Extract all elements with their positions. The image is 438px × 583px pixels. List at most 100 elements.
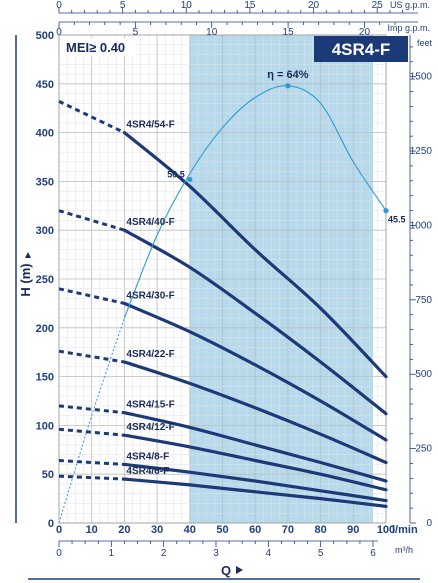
curve-labels: 4SR4/54-F 4SR4/40-F 4SR4/30-F 4SR4/22-F 4SR4… xyxy=(126,120,174,477)
pump-curve-label: 4SR4/30-F xyxy=(126,290,174,301)
pump-curve xyxy=(122,462,388,503)
plot-frame xyxy=(58,34,387,524)
pump-curve xyxy=(122,301,388,442)
pump-curve-label: 4SR4/22-F xyxy=(126,349,174,360)
impgpm-tick-label: 20 xyxy=(359,27,371,38)
m3h-tick-label: 6 xyxy=(370,548,376,559)
chart-title: 4SR4-F xyxy=(332,40,391,59)
x-axis-title: Q xyxy=(221,563,243,578)
efficiency-point xyxy=(285,83,291,89)
x-tick-label: 0 xyxy=(56,524,62,536)
impgpm-tick-label: 0 xyxy=(56,27,62,38)
pump-curve-label: 4SR4/40-F xyxy=(126,217,174,228)
pump-curve xyxy=(122,433,388,492)
pump-curve-dashed xyxy=(58,349,125,364)
y-tick-label: 500 xyxy=(36,30,54,42)
y-tick-label: 350 xyxy=(36,176,54,188)
m3h-unit-label: m³/h xyxy=(395,545,413,555)
feet-unit-label: feet xyxy=(417,38,433,48)
m3h-tick-label: 1 xyxy=(109,548,115,559)
x-axis-label: Q xyxy=(221,563,231,578)
usgpm-tick-label: 20 xyxy=(308,0,320,11)
efficiency-point-label: 45.5 xyxy=(388,215,406,225)
pump-curves xyxy=(58,100,388,508)
impgpm-tick-label: 10 xyxy=(206,27,218,38)
y-axis-title: H (m) xyxy=(18,252,33,297)
y-tick-label: 100 xyxy=(36,420,54,432)
m3h-tick-label: 3 xyxy=(213,548,219,559)
x-axis-arrow xyxy=(236,566,243,574)
pump-curve-dashed xyxy=(58,100,126,134)
usgpm-tick-label: 15 xyxy=(244,0,256,11)
usgpm-tick-label: 10 xyxy=(181,0,193,11)
y-axis-label: H (m) xyxy=(18,263,33,296)
pump-curve-label: 4SR4/6-F xyxy=(126,466,169,477)
efficiency-curve xyxy=(123,85,387,319)
pump-curve xyxy=(122,477,388,508)
y-tick-label: 200 xyxy=(36,323,54,335)
feet-tick-label: 1500 xyxy=(410,72,433,83)
grid xyxy=(58,34,387,524)
efficiency-curve-group: 50.5 45.5 η = 64% xyxy=(58,69,406,524)
feet-tick-label: 500 xyxy=(415,369,432,380)
pump-curve-dashed xyxy=(58,404,125,415)
pump-curve-dashed xyxy=(58,474,125,481)
x-tick-label: 70 xyxy=(282,524,294,536)
feet-tick-label: 0 xyxy=(426,518,432,529)
feet-tick-label: 750 xyxy=(415,295,432,306)
usgpm-tick-label: 25 xyxy=(372,0,384,11)
efficiency-point xyxy=(187,176,193,183)
x-tick-label: 10 xyxy=(86,524,98,536)
m3h-tick-label: 5 xyxy=(318,548,324,559)
x-tick-label: 40 xyxy=(184,524,196,536)
usgpm-unit-label: US g.p.m. xyxy=(390,0,430,10)
pump-curve xyxy=(122,411,388,483)
x-tick-label: 90 xyxy=(347,524,359,536)
y-tick-label: 400 xyxy=(36,128,54,140)
y-tick-label: 250 xyxy=(36,274,54,286)
impgpm-tick-label: 5 xyxy=(133,27,139,38)
y-tick-label: 300 xyxy=(36,225,54,237)
x-tick-label: 50 xyxy=(216,524,228,536)
m3h-tick-label: 4 xyxy=(266,548,272,559)
y-tick-label: 50 xyxy=(42,469,54,481)
y-tick-label: 0 xyxy=(48,518,54,530)
efficiency-point-label: 50.5 xyxy=(167,169,185,179)
pump-curve xyxy=(122,360,388,465)
pump-curve-label: 4SR4/12-F xyxy=(126,422,174,433)
x-tick-label: 30 xyxy=(151,524,163,536)
x-tick-label: 20 xyxy=(118,524,130,536)
feet-tick-label: 1250 xyxy=(410,146,433,157)
y-axis-arrow xyxy=(25,252,31,258)
y-tick-label: 150 xyxy=(36,372,54,384)
mei-label: MEI≥ 0.40 xyxy=(66,40,125,55)
usgpm-tick-label: 5 xyxy=(120,0,126,11)
usgpm-tick-label: 0 xyxy=(56,0,62,11)
pump-curve-label: 4SR4/54-F xyxy=(126,120,174,131)
x-tick-label: 100 xyxy=(377,524,395,536)
impgpm-unit-label: Imp g.p.m. xyxy=(387,23,430,33)
feet-tick-label: 1000 xyxy=(410,220,433,231)
feet-tick-label: 250 xyxy=(415,444,432,455)
pump-curve xyxy=(122,131,388,379)
pump-curve-label: 4SR4/15-F xyxy=(126,400,174,411)
m3h-tick-label: 2 xyxy=(161,548,167,559)
model-badge: 4SR4-F xyxy=(314,36,408,62)
x-unit-label: l/min xyxy=(392,524,418,536)
pump-curve-dashed xyxy=(58,427,125,437)
pump-curve-dashed xyxy=(58,459,125,466)
impgpm-tick-label: 15 xyxy=(283,27,295,38)
y-tick-label: 450 xyxy=(36,79,54,91)
x-tick-label: 60 xyxy=(249,524,261,536)
pump-curve-label: 4SR4/8-F xyxy=(126,451,169,462)
pump-curve-dashed xyxy=(58,209,125,232)
pump-curve xyxy=(122,228,388,416)
m3h-tick-label: 0 xyxy=(56,548,62,559)
mei-badge: MEI≥ 0.40 xyxy=(60,38,136,56)
x-tick-label: 80 xyxy=(314,524,326,536)
efficiency-point xyxy=(383,208,389,214)
efficiency-peak-label: η = 64% xyxy=(267,69,308,81)
pump-curve-dashed xyxy=(58,287,125,305)
